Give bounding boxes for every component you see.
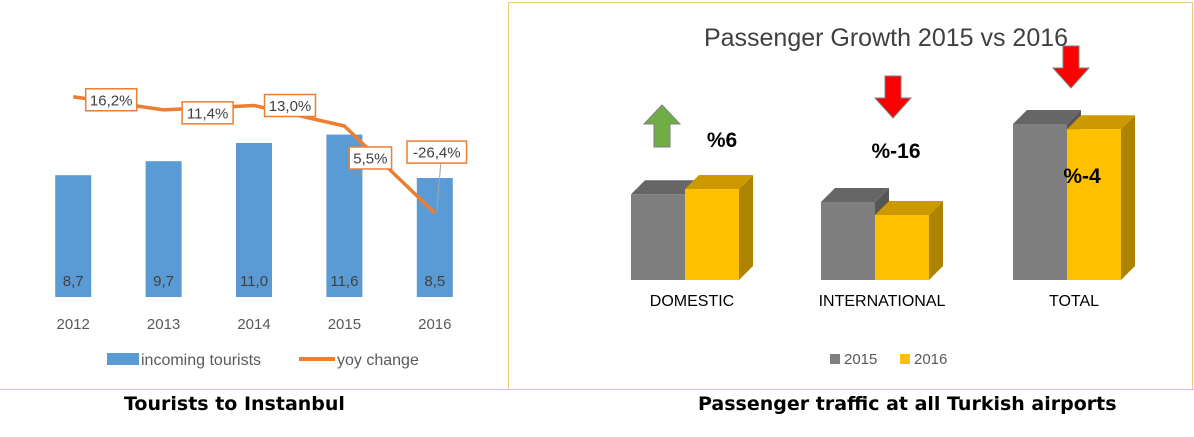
tourist-bar-2012 [55, 175, 92, 297]
bar-2016-domestic-top [685, 175, 753, 189]
tourist-bar-label-2013: 9,7 [153, 273, 174, 290]
tourist-bar-2016 [416, 178, 453, 297]
tourists-legend: incoming tourists yoy change [107, 352, 419, 369]
bar-2016-domestic [685, 175, 753, 280]
arrow-down-icon-international [873, 75, 913, 119]
x-tick-2013: 2013 [147, 316, 180, 333]
x-tick-2016: 2016 [418, 316, 451, 333]
tourist-bar-2014 [236, 143, 272, 297]
yoy-label-box-2015 [348, 146, 393, 170]
category-label-total: TOTAL [1049, 293, 1099, 310]
yoy-label-box-2012 [84, 88, 138, 112]
bar-2016-international-top [875, 201, 943, 215]
bar-2015-international-front [821, 202, 875, 280]
bar-2016-international-front [875, 215, 929, 280]
yoy-label-2012: 16,2% [90, 92, 133, 109]
legend-swatch-2015 [830, 354, 840, 364]
change-label-domestic: %6 [707, 129, 737, 152]
yoy-label-2014: 13,0% [269, 98, 312, 115]
legend-swatch-2016 [900, 354, 910, 364]
tourists-chart: 8,7 9,7 11,0 11,6 8,5 16,2% 11,4% 13,0% 5,5% -26… [55, 88, 468, 369]
yoy-label-box-2016 [406, 140, 468, 164]
legend-label-2015: 2015 [844, 351, 877, 368]
bar-2015-total-top [1013, 110, 1081, 124]
x-tick-2014: 2014 [237, 316, 270, 333]
change-label-international: %-16 [871, 140, 920, 163]
yoy-label-2013: 11,4% [187, 105, 228, 122]
tourist-bar-2013 [145, 161, 182, 297]
yoy-label-2016: -26,4% [413, 145, 461, 162]
bar-2015-domestic-front [631, 194, 685, 280]
caption-passenger-traffic: Passenger traffic at all Turkish airport… [698, 393, 1117, 415]
legend-label-2016: 2016 [914, 351, 947, 368]
bar-2016-total-front [1067, 129, 1121, 280]
bar-2015-international-top [821, 188, 889, 202]
yoy-label-2015: 5,5% [353, 150, 387, 167]
bar-2016-international [875, 201, 943, 280]
tourist-bar-label-2015: 11,6 [330, 273, 358, 290]
bar-2015-domestic-top [631, 180, 699, 195]
bar-2016-total-top [1067, 115, 1135, 130]
legend-label-incoming-tourists: incoming tourists [141, 352, 261, 369]
x-tick-2015: 2015 [328, 316, 361, 333]
arrow-down-icon-total [1051, 45, 1091, 89]
yoy-label-leader-2016 [436, 163, 442, 212]
change-label-total: %-4 [1063, 165, 1101, 188]
chart-title: Passenger Growth 2015 vs 2016 [704, 24, 1068, 52]
legend-swatch-yoy-change [299, 357, 335, 361]
yoy-label-box-2014 [263, 93, 317, 118]
category-label-international: INTERNATIONAL [819, 293, 946, 310]
arrow-up-icon-domestic [642, 104, 682, 148]
bar-2015-total-front [1013, 124, 1067, 280]
caption-tourists: Tourists to Instanbul [124, 393, 345, 415]
legend-swatch-incoming-tourists [107, 353, 139, 365]
x-tick-2012: 2012 [57, 316, 90, 333]
bar-2016-domestic-side [739, 175, 753, 280]
tourist-bar-label-2012: 8,7 [63, 273, 84, 290]
yoy-label-box-2013 [181, 101, 234, 125]
tourist-bar-label-2014: 11,0 [240, 273, 268, 290]
category-label-domestic: DOMESTIC [650, 293, 734, 310]
passenger-legend: 2015 2016 [830, 351, 947, 368]
legend-label-yoy-change: yoy change [337, 352, 419, 369]
bar-2016-total [1067, 115, 1135, 280]
bar-2016-total-side [1121, 115, 1135, 280]
tourist-bar-label-2016: 8,5 [424, 273, 445, 290]
bar-2016-domestic-front [685, 189, 739, 280]
passenger-chart: Passenger Growth 2015 vs 2016 %6 %-16%-4 … [631, 24, 1135, 368]
bar-2016-international-side [929, 201, 943, 280]
